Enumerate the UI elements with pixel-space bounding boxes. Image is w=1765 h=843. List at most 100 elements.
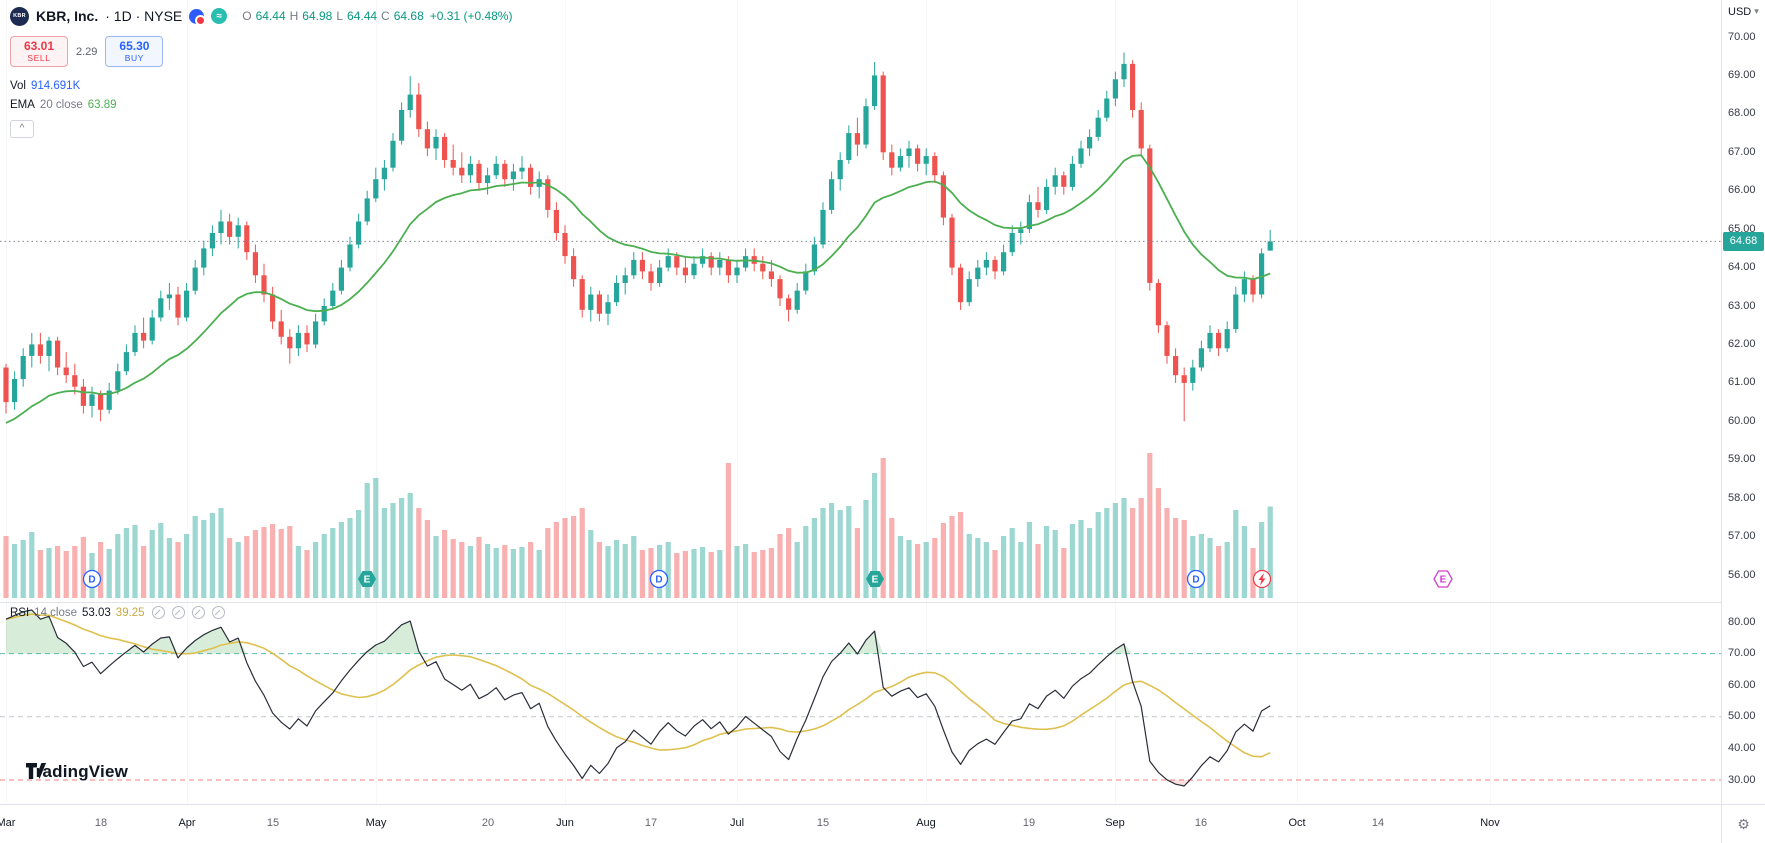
ohlc-readout: O 64.44 H 64.98 L 64.44 C 64.68 +0.31 (+0.48… <box>242 9 512 23</box>
current-price-tag: 64.68 <box>1723 231 1764 251</box>
time-axis-label: Jul <box>729 817 745 829</box>
price-axis-label: 61.00 <box>1728 376 1756 389</box>
volume-value: 914.691K <box>31 80 81 92</box>
caret-down-icon: ▾ <box>1754 6 1759 16</box>
time-axis-label: 15 <box>816 817 830 829</box>
trade-panel: 63.01 SELL 2.29 65.30 BUY <box>10 36 164 67</box>
time-axis-label: Aug <box>916 817 936 829</box>
time-axis-label: 20 <box>481 817 495 829</box>
rsi-axis-label: 70.00 <box>1728 647 1756 660</box>
sell-price: 63.01 <box>23 39 55 53</box>
close-value: 64.68 <box>393 9 424 23</box>
buy-price: 65.30 <box>119 39 150 53</box>
ema-params: 20 close <box>39 99 83 111</box>
rsi-remove-icon[interactable] <box>191 606 205 619</box>
time-axis-label: 17 <box>644 817 658 829</box>
price-axis-label: 56.00 <box>1728 568 1756 581</box>
price-axis-label: 68.00 <box>1728 107 1756 120</box>
price-axis-label: 69.00 <box>1728 68 1756 81</box>
rsi-axis-label: 30.00 <box>1728 773 1756 786</box>
price-axis-label: 59.00 <box>1728 453 1756 466</box>
ema-legend[interactable]: EMA 20 close 63.89 <box>10 99 117 111</box>
rsi-params: 14 close <box>34 606 78 619</box>
volume-label: Vol <box>10 80 26 92</box>
spread-value: 2.29 <box>76 45 98 58</box>
streaming-icon[interactable]: ≈ <box>211 8 228 24</box>
ema-label: EMA <box>10 99 35 111</box>
svg-text:D: D <box>655 575 662 586</box>
tradingview-watermark[interactable]: TradingView <box>26 762 128 782</box>
price-axis-label: 64.00 <box>1728 261 1756 274</box>
chevron-up-icon: ^ <box>19 123 25 134</box>
rsi-ma-value: 39.25 <box>115 606 145 619</box>
symbol-title[interactable]: KBR, Inc. <box>36 8 99 24</box>
time-axis-label: Nov <box>1480 817 1500 829</box>
close-label: C <box>381 9 390 23</box>
price-axis-label: 58.00 <box>1728 491 1756 504</box>
symbol-logo[interactable]: KBR <box>10 6 29 26</box>
watermark-text: TradingView <box>26 762 129 781</box>
time-axis-label: Oct <box>1288 817 1306 829</box>
rsi-axis-label: 80.00 <box>1728 615 1756 628</box>
high-label: H <box>289 9 299 23</box>
sell-button[interactable]: 63.01 SELL <box>10 36 68 67</box>
buy-button[interactable]: 65.30 BUY <box>105 36 164 67</box>
open-value: 64.44 <box>255 9 286 23</box>
price-axis-label: 57.00 <box>1728 530 1756 543</box>
sell-label: SELL <box>27 53 51 63</box>
svg-text:D: D <box>88 575 95 586</box>
rsi-more-icon[interactable] <box>211 606 225 619</box>
time-axis-label: 19 <box>1022 817 1036 829</box>
rsi-settings-icon[interactable] <box>171 606 185 619</box>
time-axis-label: 18 <box>94 817 108 829</box>
low-value: 64.44 <box>347 9 378 23</box>
svg-text:D: D <box>1192 575 1199 586</box>
rsi-axis-label: 60.00 <box>1728 678 1756 691</box>
high-value: 64.98 <box>302 9 333 23</box>
time-axis-label: May <box>365 817 387 829</box>
rsi-pane[interactable] <box>0 602 1722 804</box>
rsi-value: 53.03 <box>82 606 111 619</box>
price-axis-label: 66.00 <box>1728 184 1756 197</box>
volume-legend[interactable]: Vol 914.691K <box>10 80 80 92</box>
session-status-icon[interactable] <box>189 8 207 26</box>
currency-selector[interactable]: USD ▾ <box>1728 6 1759 18</box>
symbol-legend: KBR KBR, Inc. · 1D · NYSE ≈ O 64.44 H 64.9… <box>10 5 512 27</box>
low-label: L <box>336 9 344 23</box>
price-axis-label: 67.00 <box>1728 145 1756 158</box>
time-axis-label: 15 <box>266 817 280 829</box>
time-axis-label: Apr <box>178 817 196 829</box>
rsi-legend[interactable]: RSI 14 close 53.03 39.25 <box>10 606 225 619</box>
svg-text:E: E <box>364 575 371 586</box>
rsi-axis-label: 50.00 <box>1728 710 1756 723</box>
settings-gear-icon[interactable]: ⚙ <box>1737 816 1750 832</box>
price-axis-label: 62.00 <box>1728 337 1756 350</box>
time-axis-label: Mar <box>0 817 16 829</box>
change-value: +0.31 (+0.48%) <box>429 9 513 23</box>
collapse-pane-button[interactable]: ^ <box>10 120 34 138</box>
ema-value: 63.89 <box>87 99 117 111</box>
price-axis-label: 70.00 <box>1728 30 1756 43</box>
price-axis-label: 60.00 <box>1728 414 1756 427</box>
symbol-meta[interactable]: · 1D · NYSE <box>105 8 183 24</box>
time-axis-label: Jun <box>556 817 574 829</box>
time-axis-label: 14 <box>1371 817 1385 829</box>
price-axis-label: 65.00 <box>1728 222 1756 235</box>
time-axis[interactable]: Mar 18 Apr 15 May 20 Jun 17 Jul 15 Aug 19 Sep 16 Oct 14… <box>0 804 1722 843</box>
rsi-eye-icon[interactable] <box>151 606 165 619</box>
wave-glyph: ≈ <box>216 10 223 22</box>
rsi-label: RSI <box>10 606 30 619</box>
open-label: O <box>242 9 252 23</box>
current-price-value: 64.68 <box>1729 235 1758 248</box>
rsi-axis-label: 40.00 <box>1728 741 1756 754</box>
svg-text:E: E <box>872 575 879 586</box>
buy-label: BUY <box>124 53 145 63</box>
price-axis[interactable]: USD ▾ 64.68 70.00 69.00 68.00 67.00 66.00 65.… <box>1721 0 1765 804</box>
tradingview-logo-icon <box>26 763 46 779</box>
time-axis-label: Sep <box>1105 817 1125 829</box>
price-axis-label: 63.00 <box>1728 299 1756 312</box>
pane-separator[interactable] <box>0 602 1765 603</box>
time-axis-label: 16 <box>1194 817 1208 829</box>
